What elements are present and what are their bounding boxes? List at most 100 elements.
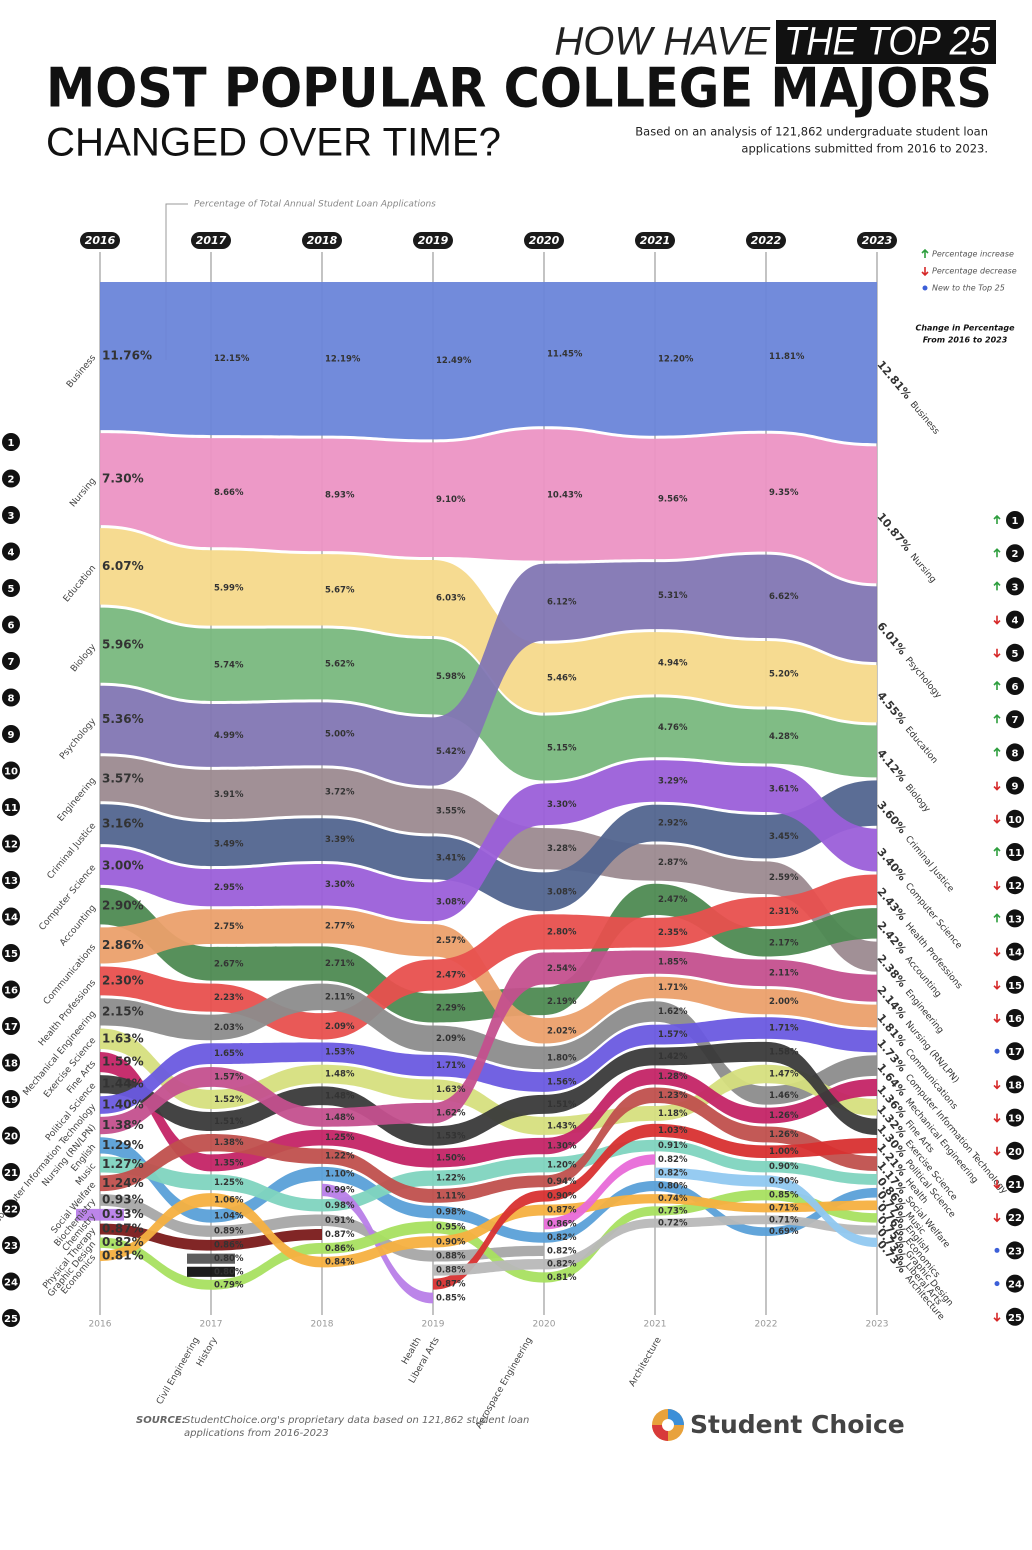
- value-label: 0.88%: [436, 1266, 466, 1276]
- rank-badge: [1006, 1274, 1024, 1293]
- rank-label: 7: [1012, 715, 1019, 726]
- value-label: 5.98%: [436, 672, 466, 682]
- rank-badge: [1006, 1042, 1024, 1061]
- year-label: 2019: [418, 234, 449, 247]
- rank-badge: [2, 871, 20, 889]
- year-label: 2016: [85, 234, 116, 247]
- value-label: 2.42%: [874, 919, 908, 957]
- rank-badge: [1006, 975, 1024, 994]
- value-label: 0.82%: [658, 1155, 688, 1165]
- value-label: 2.09%: [325, 1022, 355, 1032]
- value-label: 0.86%: [214, 1241, 244, 1251]
- rank-badge: [1006, 1241, 1024, 1260]
- value-label: 1.20%: [547, 1160, 577, 1170]
- rank-label: 3: [8, 511, 15, 522]
- value-label: 1.26%: [769, 1130, 799, 1140]
- value-label: 3.49%: [214, 840, 244, 850]
- value-label: 6.01%: [874, 620, 908, 658]
- value-label: 0.82%: [658, 1168, 688, 1178]
- rank-badge: [2, 1126, 20, 1145]
- value-label: 2.47%: [436, 971, 466, 981]
- rank-badge: [1006, 1075, 1024, 1094]
- rank-label: 25: [1008, 1313, 1022, 1324]
- value-label: 12.20%: [658, 354, 694, 364]
- value-label: 1.26%: [769, 1111, 799, 1121]
- rank-label: 23: [4, 1241, 18, 1252]
- ribbon: [100, 1194, 544, 1262]
- value-label: 1.29%: [102, 1138, 144, 1152]
- year-pill: [524, 232, 564, 249]
- chart-title-line2: CHANGED OVER TIME?: [46, 121, 501, 165]
- rank-badge: [2, 469, 20, 488]
- value-label: 4.28%: [769, 732, 799, 742]
- subtitle: Based on an analysis of 121,862 undergra…: [635, 125, 988, 139]
- rank-badge: [2, 944, 20, 962]
- value-label: 3.39%: [325, 835, 355, 845]
- change-indicator: [922, 285, 928, 291]
- rank-badge: [2, 907, 20, 926]
- end-label: 12.81%Business: [874, 358, 943, 437]
- value-label: 5.31%: [658, 591, 688, 601]
- value-label: 8.66%: [214, 488, 244, 498]
- rank-badge: [1006, 743, 1024, 762]
- rank-label: 5: [8, 584, 15, 595]
- value-label: 5.62%: [325, 659, 355, 669]
- rank-label: 16: [4, 986, 18, 997]
- ribbon: [187, 1253, 235, 1264]
- value-label: 1.59%: [102, 1055, 144, 1069]
- year-pill: [635, 232, 675, 249]
- ribbon: [433, 1215, 877, 1276]
- series-name: Communications: [42, 942, 98, 1007]
- series-name: Architecture: [628, 1335, 664, 1388]
- rank-badge: [2, 1272, 20, 1291]
- value-label: 0.82%: [547, 1246, 577, 1256]
- rank-label: 16: [1008, 1014, 1022, 1025]
- value-label: 1.50%: [436, 1154, 466, 1164]
- year-label-bottom: 2020: [533, 1320, 556, 1330]
- value-label: 0.81%: [102, 1248, 144, 1262]
- value-label: 1.53%: [436, 1131, 466, 1141]
- year-label: 2023: [862, 234, 893, 247]
- ribbon: [100, 528, 877, 723]
- value-label: 0.90%: [769, 1162, 799, 1172]
- value-label: 6.03%: [436, 594, 466, 604]
- value-label: 1.42%: [658, 1052, 688, 1062]
- value-label: 5.67%: [325, 585, 355, 595]
- rank-label: 14: [4, 913, 18, 924]
- value-label: 0.82%: [547, 1233, 577, 1243]
- value-label: 1.57%: [214, 1072, 244, 1082]
- ribbon: [100, 780, 877, 912]
- value-label: 1.44%: [102, 1077, 144, 1091]
- rank-badge: [1006, 1108, 1024, 1127]
- change-indicator: [921, 248, 929, 258]
- value-label: 1.25%: [214, 1178, 244, 1188]
- rank-label: 23: [1008, 1246, 1022, 1257]
- value-label: 1.51%: [547, 1100, 577, 1110]
- value-label: 3.45%: [769, 832, 799, 842]
- change-indicator: [993, 615, 1001, 625]
- rank-badge: [2, 798, 20, 816]
- value-label: 1.11%: [436, 1191, 466, 1201]
- change-indicator: [993, 1113, 1001, 1123]
- change-heading: Change in Percentage: [915, 324, 1015, 333]
- value-label: 2.11%: [769, 968, 799, 978]
- value-label: 10.43%: [547, 490, 583, 500]
- ribbon: [100, 756, 877, 972]
- value-label: 1.58%: [769, 1047, 799, 1057]
- year-label-bottom: 2021: [644, 1320, 667, 1330]
- value-label: 2.09%: [436, 1034, 466, 1044]
- rank-label: 10: [4, 767, 18, 778]
- rank-badge: [2, 652, 20, 670]
- value-label: 0.89%: [214, 1227, 244, 1237]
- year-label: 2018: [307, 234, 338, 247]
- change-indicator: [993, 747, 1001, 757]
- value-label: 1.71%: [436, 1061, 466, 1071]
- value-label: 3.30%: [325, 880, 355, 890]
- rank-badge: [1006, 1208, 1024, 1227]
- value-label: 2.29%: [436, 1004, 466, 1014]
- rank-badge: [1006, 876, 1024, 895]
- brand-logo: [652, 1409, 684, 1441]
- year-pill: [191, 232, 231, 249]
- value-label: 5.36%: [102, 712, 144, 726]
- value-label: 8.93%: [325, 490, 355, 500]
